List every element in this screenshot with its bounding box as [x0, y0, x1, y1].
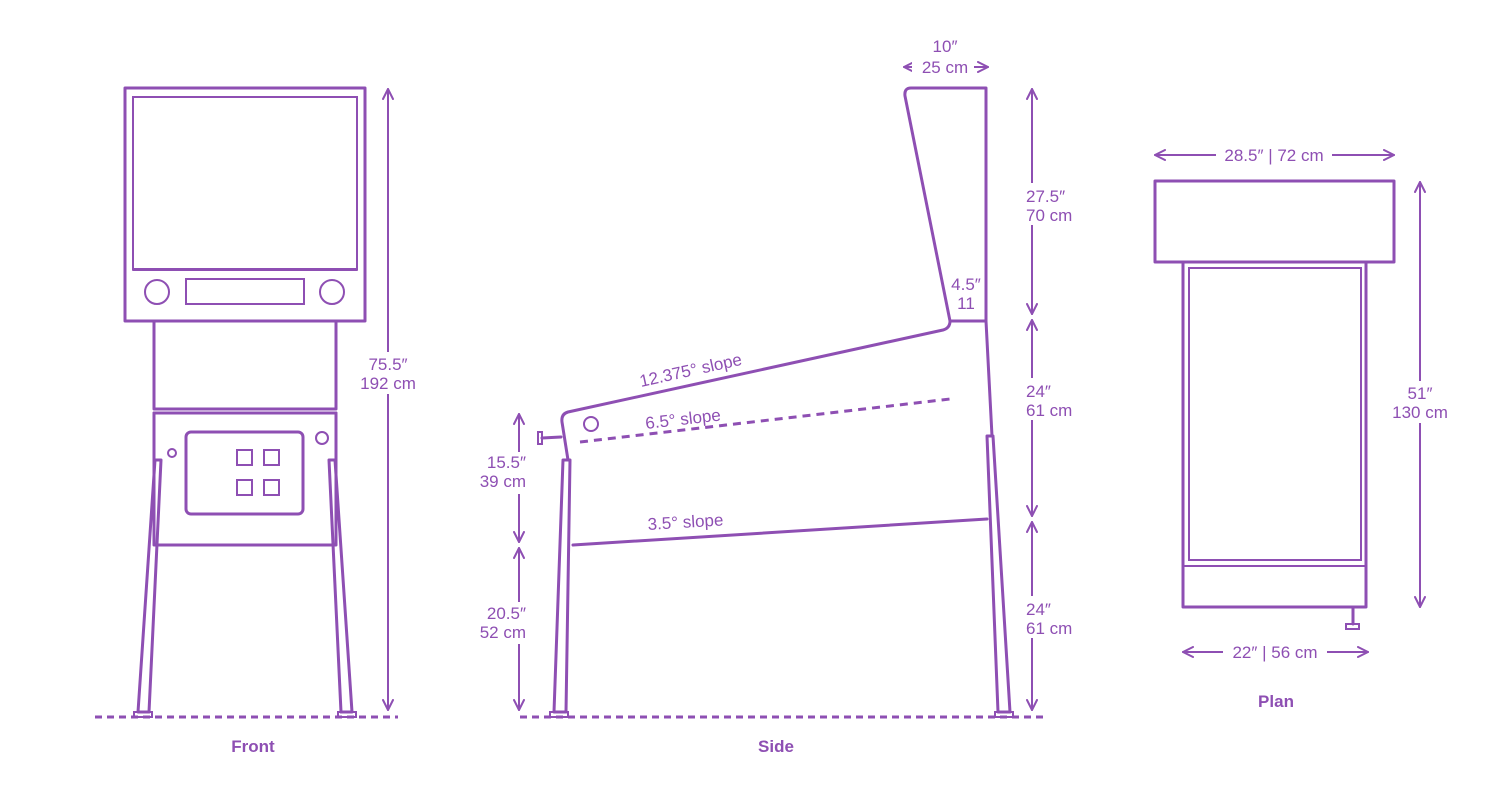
front-right-leg [327, 458, 354, 714]
plan-depth-in: 51″ [1408, 384, 1433, 403]
head-depth-cm: 25 cm [922, 58, 968, 77]
head-height-cm: 70 cm [1026, 206, 1072, 225]
side-back-leg [985, 434, 1012, 714]
side-caption: Side [758, 737, 794, 756]
plan-cabinet-width-label-bg [1223, 640, 1327, 664]
front-legs-in: 20.5″ [487, 604, 526, 623]
small-button [167, 448, 177, 458]
head-height-label-bg [1016, 183, 1082, 225]
side-front-leg [552, 458, 572, 714]
side-head-outline [903, 86, 988, 323]
plan-cabinet-outline [1181, 260, 1368, 609]
legs-height-label-bg [1016, 596, 1078, 638]
cabinet-back-edge [984, 319, 994, 438]
front-caption: Front [231, 737, 275, 756]
side-cabinet-outline [560, 319, 952, 462]
coin-slot-1 [236, 449, 253, 466]
front-cabinet-in: 15.5″ [487, 453, 526, 472]
front-cabinet-label-bg [474, 452, 530, 494]
plan-cabinet-width-label: 22″ | 56 cm [1232, 643, 1317, 662]
backbox-outline [123, 86, 367, 323]
right-speaker [319, 279, 345, 305]
front-view: 75.5″ 192 cm Front [95, 86, 420, 756]
plan-view: 28.5″ | 72 cm 22″ | 56 cm 51″ 130 cm Pla… [1153, 143, 1452, 711]
front-left-leg [136, 458, 163, 714]
coin-door [184, 430, 305, 516]
cabinet-height-in: 24″ [1026, 382, 1051, 401]
left-speaker [144, 279, 170, 305]
cabinet-height-label-bg [1016, 378, 1078, 420]
head-depth-in: 10″ [933, 37, 958, 56]
dmd-display [185, 278, 305, 305]
front-legs-cm: 52 cm [480, 623, 526, 642]
cabinet-bottom [571, 517, 989, 547]
plan-head-outline [1153, 179, 1396, 264]
front-height-cm: 192 cm [360, 374, 416, 393]
coin-slot-2 [263, 449, 280, 466]
neck-panel [152, 319, 338, 411]
plan-head-width-label: 28.5″ | 72 cm [1224, 146, 1323, 165]
cabinet-height-cm: 61 cm [1026, 401, 1072, 420]
legs-height-cm: 61 cm [1026, 619, 1072, 638]
playfield-slope-line [579, 397, 951, 444]
plan-depth-cm: 130 cm [1392, 403, 1448, 422]
plan-depth-label-bg [1388, 381, 1452, 423]
coin-slot-3 [236, 479, 253, 496]
coin-slot-4 [263, 479, 280, 496]
plan-glass [1188, 267, 1362, 561]
front-height-label-bg [358, 352, 420, 394]
head-base-in: 4.5″ [951, 275, 981, 294]
plunger-rod [540, 435, 563, 440]
side-button [583, 416, 599, 432]
plan-caption: Plan [1258, 692, 1294, 711]
bottom-slope-label: 3.5° slope [647, 510, 724, 534]
front-cabinet-cm: 39 cm [480, 472, 526, 491]
head-depth-label-bg [912, 57, 974, 77]
plan-plunger-knob [1345, 623, 1360, 630]
backglass-screen [132, 96, 358, 270]
side-view: 10″ 25 cm 4.5″ 11 27.5″ 70 cm 24″ 61 cm … [474, 37, 1082, 756]
front-height-in: 75.5″ [368, 355, 407, 374]
plan-head-width-label-bg [1216, 143, 1332, 167]
start-button [315, 431, 329, 445]
front-legs-label-bg [474, 602, 530, 644]
head-base-cm: 11 [957, 294, 975, 313]
head-height-in: 27.5″ [1026, 187, 1065, 206]
legs-height-in: 24″ [1026, 600, 1051, 619]
